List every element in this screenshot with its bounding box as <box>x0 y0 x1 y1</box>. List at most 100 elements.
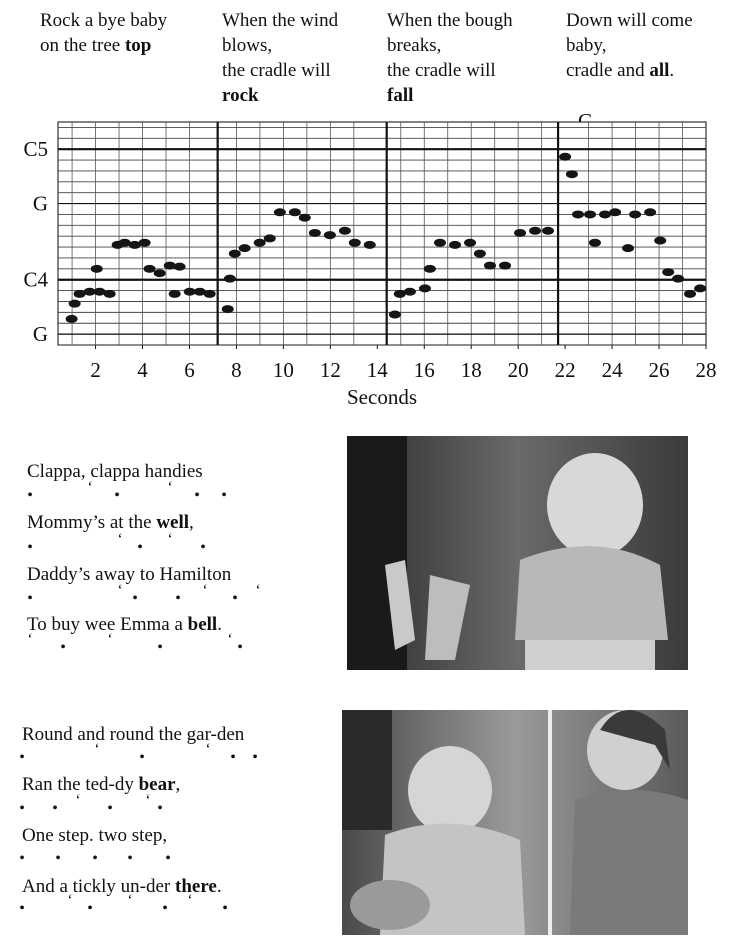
pitch-point <box>204 290 216 298</box>
beat-dot: • <box>237 639 243 656</box>
x-tick-label: 16 <box>414 358 435 382</box>
beat-dot: • <box>230 749 236 766</box>
x-tick-label: 20 <box>508 358 529 382</box>
lyric-text: the cradle will <box>222 60 331 81</box>
x-tick-label: 4 <box>137 358 148 382</box>
top-lyric-line: Down will come <box>566 10 693 31</box>
x-tick-label: 10 <box>273 358 294 382</box>
beat-dot: • <box>87 900 93 917</box>
pitch-point <box>139 239 151 247</box>
beat-dot: • <box>114 487 120 504</box>
beat-dot: • <box>252 749 258 766</box>
x-tick-label: 26 <box>649 358 670 382</box>
top-lyric-line: baby, <box>566 35 606 56</box>
pitch-point <box>514 229 526 237</box>
lyric-text: When the bough <box>387 10 513 31</box>
x-tick-label: 24 <box>602 358 624 382</box>
pitch-point <box>474 250 486 258</box>
lyric-text: . <box>669 60 674 81</box>
pitch-point <box>222 305 234 313</box>
pitch-point <box>584 210 596 218</box>
pitch-point <box>229 250 241 258</box>
beat-dot: • <box>175 590 181 607</box>
pitch-point <box>169 290 181 298</box>
pitch-point <box>542 227 554 235</box>
beat-dot: • <box>19 900 25 917</box>
x-axis-label: Seconds <box>347 385 417 409</box>
pitch-point <box>254 239 266 247</box>
bold-word: well <box>156 512 189 533</box>
pitch-point <box>484 262 496 270</box>
beat-dot: • <box>139 749 145 766</box>
top-lyric-line: on the tree top <box>40 35 151 56</box>
top-lyric-line: rock <box>222 85 259 106</box>
x-tick-label: 8 <box>231 358 242 382</box>
beat-dot: • <box>165 850 171 867</box>
beat-dot: • <box>157 639 163 656</box>
beat-dot: • <box>132 590 138 607</box>
beat-dot: • <box>19 850 25 867</box>
lyric-text: Down will come <box>566 10 693 31</box>
beat-dot: • <box>107 800 113 817</box>
beat-accent: ‘ <box>205 741 210 758</box>
photo-round-garden <box>342 710 688 935</box>
beat-dot: • <box>200 539 206 556</box>
top-lyric-line: fall <box>387 85 413 106</box>
top-lyric-line: Rock a bye baby <box>40 10 168 31</box>
song-line: Round and round the gar-den <box>22 724 245 745</box>
pitch-point <box>239 244 251 252</box>
page: C Rock a bye babyon the tree topWhen the… <box>0 0 734 937</box>
pitch-point <box>66 315 78 323</box>
lyric-text: breaks, <box>387 35 441 56</box>
pitch-point <box>622 244 634 252</box>
beat-dot: • <box>52 800 58 817</box>
beat-dot: • <box>60 639 66 656</box>
beat-dot: • <box>194 487 200 504</box>
song-line: Mommy’s at the well, <box>27 512 194 533</box>
beat-accent: ‘ <box>227 631 232 648</box>
pitch-point <box>104 290 116 298</box>
lyric-text: Rock a bye baby <box>40 10 168 31</box>
top-lyric-line: When the bough <box>387 10 513 31</box>
song-line: One step. two step, <box>22 825 167 846</box>
beat-accent: ‘ <box>187 892 192 909</box>
beat-dot: • <box>222 900 228 917</box>
pitch-point <box>572 210 584 218</box>
beat-accent: ‘ <box>127 892 132 909</box>
pitch-point <box>609 208 621 216</box>
beat-dot: • <box>19 749 25 766</box>
pitch-point <box>654 237 666 245</box>
top-lyric-line: breaks, <box>387 35 441 56</box>
pitch-point <box>424 265 436 273</box>
pitch-point <box>264 234 276 242</box>
pitch-point <box>69 300 81 308</box>
bold-word: bell <box>188 614 218 635</box>
bold-word: fall <box>387 85 413 106</box>
pitch-point <box>404 288 416 296</box>
beat-dot: • <box>92 850 98 867</box>
lyric-text: Daddy’s away to Hamilton <box>27 564 232 585</box>
pitch-point <box>274 208 286 216</box>
lyric-text: One step. two step, <box>22 825 167 846</box>
figure: C Rock a bye babyon the tree topWhen the… <box>0 0 734 937</box>
pitch-point <box>174 263 186 271</box>
bold-word: all <box>649 60 669 81</box>
pitch-point <box>449 241 461 249</box>
pitch-point <box>349 239 361 247</box>
pitch-point <box>694 284 706 292</box>
lyric-text: on the tree <box>40 35 125 56</box>
y-tick-label: C4 <box>23 268 48 292</box>
pitch-point <box>91 265 103 273</box>
pitch-point <box>566 170 578 178</box>
pitch-point <box>339 227 351 235</box>
lyric-text: , <box>176 774 181 795</box>
lyric-text: Clappa, clappa handies <box>27 461 203 482</box>
pitch-point <box>434 239 446 247</box>
pitch-point <box>529 227 541 235</box>
beat-dot: • <box>221 487 227 504</box>
beat-dot: • <box>137 539 143 556</box>
song-line: Clappa, clappa handies <box>27 461 203 482</box>
pitch-point <box>144 265 156 273</box>
beat-dot: • <box>162 900 168 917</box>
beat-accent: ‘ <box>107 631 112 648</box>
